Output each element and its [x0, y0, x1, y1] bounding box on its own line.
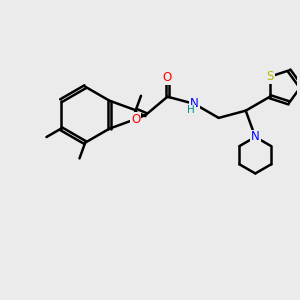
Text: O: O	[131, 112, 140, 126]
Text: O: O	[163, 70, 172, 84]
Text: S: S	[266, 70, 274, 83]
Text: H: H	[187, 105, 195, 116]
Text: N: N	[190, 98, 199, 110]
Text: N: N	[251, 130, 260, 143]
